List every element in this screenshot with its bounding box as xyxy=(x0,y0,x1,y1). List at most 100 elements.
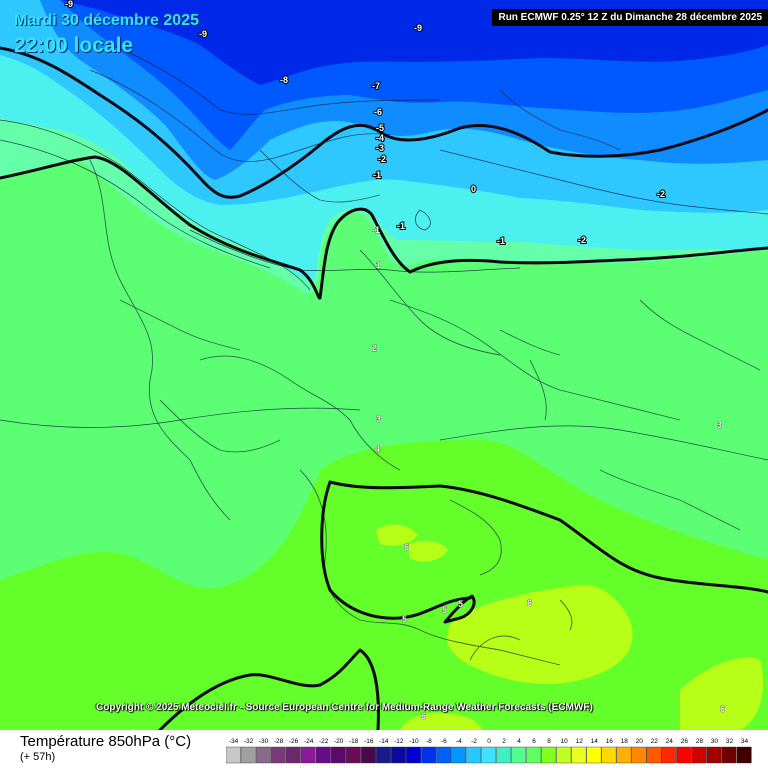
run-info: Run ECMWF 0.25° 12 Z du Dimanche 28 déce… xyxy=(492,9,768,26)
legend-swatch xyxy=(511,746,527,764)
iso-label: -8 xyxy=(280,75,288,85)
iso-label: -6 xyxy=(374,107,382,117)
isotherm-5d xyxy=(443,594,476,624)
legend-swatch xyxy=(255,746,271,764)
legend-swatch xyxy=(436,746,451,764)
legend-tick: -34 xyxy=(229,738,239,745)
warm-patch-1 xyxy=(446,584,633,685)
legend-swatch xyxy=(240,746,256,764)
legend-swatch xyxy=(285,746,301,764)
legend-swatch xyxy=(556,746,572,764)
legend-tick: 28 xyxy=(696,738,704,745)
legend-swatch xyxy=(646,746,662,764)
iso-label: -2 xyxy=(657,189,665,199)
legend-swatch xyxy=(706,746,722,764)
legend-tick: -8 xyxy=(426,738,432,745)
legend-tick: 14 xyxy=(591,738,599,745)
warm-patch-4 xyxy=(400,712,482,730)
iso-label: 6 xyxy=(720,704,725,714)
legend-tick: -2 xyxy=(471,738,477,745)
legend-swatch xyxy=(270,746,286,764)
iso-label: -2 xyxy=(378,154,386,164)
iso-label: 3 xyxy=(376,414,381,424)
iso-label: 4 xyxy=(375,444,380,454)
legend-title: Température 850hPa (°C) xyxy=(20,733,192,750)
legend-tick: 26 xyxy=(681,738,689,745)
isotherm-0 xyxy=(0,155,768,300)
iso-label: -9 xyxy=(199,29,207,39)
legend-tick: -28 xyxy=(274,738,284,745)
legend-swatch xyxy=(361,746,376,764)
legend-swatch xyxy=(376,746,391,764)
legend-tick: 18 xyxy=(621,738,629,745)
isotherm-5 xyxy=(328,480,768,594)
iso-label: 5 xyxy=(442,605,447,615)
legend-swatch xyxy=(586,746,602,764)
legend-tick: -22 xyxy=(319,738,329,745)
iso-label: 6 xyxy=(404,542,409,552)
iso-label: -9 xyxy=(65,0,73,9)
isotherm-m5 xyxy=(0,46,768,199)
legend-swatch xyxy=(481,746,497,764)
iso-label: -1 xyxy=(372,225,380,235)
legend-tick: 10 xyxy=(560,738,568,745)
legend-tick: 20 xyxy=(636,738,644,745)
iso-label: -3 xyxy=(376,143,384,153)
legend-swatch xyxy=(616,746,632,764)
iso-label: 2 xyxy=(372,343,377,353)
iso-label: -7 xyxy=(372,81,380,91)
copyright-text: Copyright © 2025 Meteociel.fr - Source E… xyxy=(96,702,593,713)
warm-patch-3 xyxy=(680,657,764,730)
legend-swatch xyxy=(721,746,737,764)
legend-swatch xyxy=(300,746,316,764)
iso-label: -1 xyxy=(373,170,381,180)
iso-label: 6 xyxy=(421,711,426,721)
legend-swatch xyxy=(736,746,752,764)
legend-tick: -16 xyxy=(364,738,374,745)
legend-swatch xyxy=(226,746,241,764)
legend-tick: -30 xyxy=(259,738,269,745)
isotherm-labels: -9 -9 -9 -8 -7 -6 -5 -4 -3 -2 -1 0 -1 -2… xyxy=(64,0,725,721)
legend-swatch xyxy=(406,746,421,764)
legend-tick: -18 xyxy=(349,738,359,745)
iso-label: -1 xyxy=(397,221,405,231)
legend-bar: Température 850hPa (°C) (+ 57h) -34 -32 -3… xyxy=(0,730,768,768)
iso-label: 6 xyxy=(527,598,532,608)
isotherm-5c xyxy=(158,648,380,730)
legend-tick: 34 xyxy=(741,738,749,745)
iso-label: 3 xyxy=(717,420,722,430)
color-scale: -34 -32 -30 -28 -26 -24 -22 -20 -18 -16 -14 -12 -10-… xyxy=(226,738,752,764)
legend-tick: -24 xyxy=(304,738,314,745)
legend-subtitle: (+ 57h) xyxy=(20,751,56,763)
iso-label: -9 xyxy=(414,23,422,33)
legend-tick: -4 xyxy=(456,738,462,745)
iso-label: -5 xyxy=(376,123,384,133)
legend-swatch xyxy=(601,746,617,764)
forecast-time: 22:00 locale xyxy=(14,34,134,57)
legend-swatch xyxy=(661,746,677,764)
legend-swatch xyxy=(391,746,406,764)
iso-label: -4 xyxy=(376,133,384,143)
legend-swatch xyxy=(526,746,542,764)
iso-label: -2 xyxy=(578,235,586,245)
warm-patch-2 xyxy=(376,524,448,562)
legend-swatch xyxy=(496,746,512,764)
legend-tick: 0 xyxy=(487,738,491,745)
legend-swatch xyxy=(691,746,707,764)
legend-swatch xyxy=(421,746,436,764)
legend-swatch xyxy=(676,746,692,764)
iso-label: 5 xyxy=(458,599,463,609)
legend-tick: -32 xyxy=(244,738,254,745)
isotherm-5b xyxy=(320,480,472,620)
legend-tick: 2 xyxy=(502,738,506,745)
legend-swatch xyxy=(451,746,466,764)
iso-label: 1 xyxy=(376,260,381,270)
legend-swatch xyxy=(345,746,361,764)
legend-tick: -14 xyxy=(379,738,389,745)
legend-tick: 8 xyxy=(547,738,551,745)
legend-swatch xyxy=(631,746,647,764)
legend-tick: -12 xyxy=(394,738,404,745)
legend-tick: -20 xyxy=(334,738,344,745)
legend-tick: -10 xyxy=(409,738,419,745)
legend-tick: 12 xyxy=(576,738,584,745)
